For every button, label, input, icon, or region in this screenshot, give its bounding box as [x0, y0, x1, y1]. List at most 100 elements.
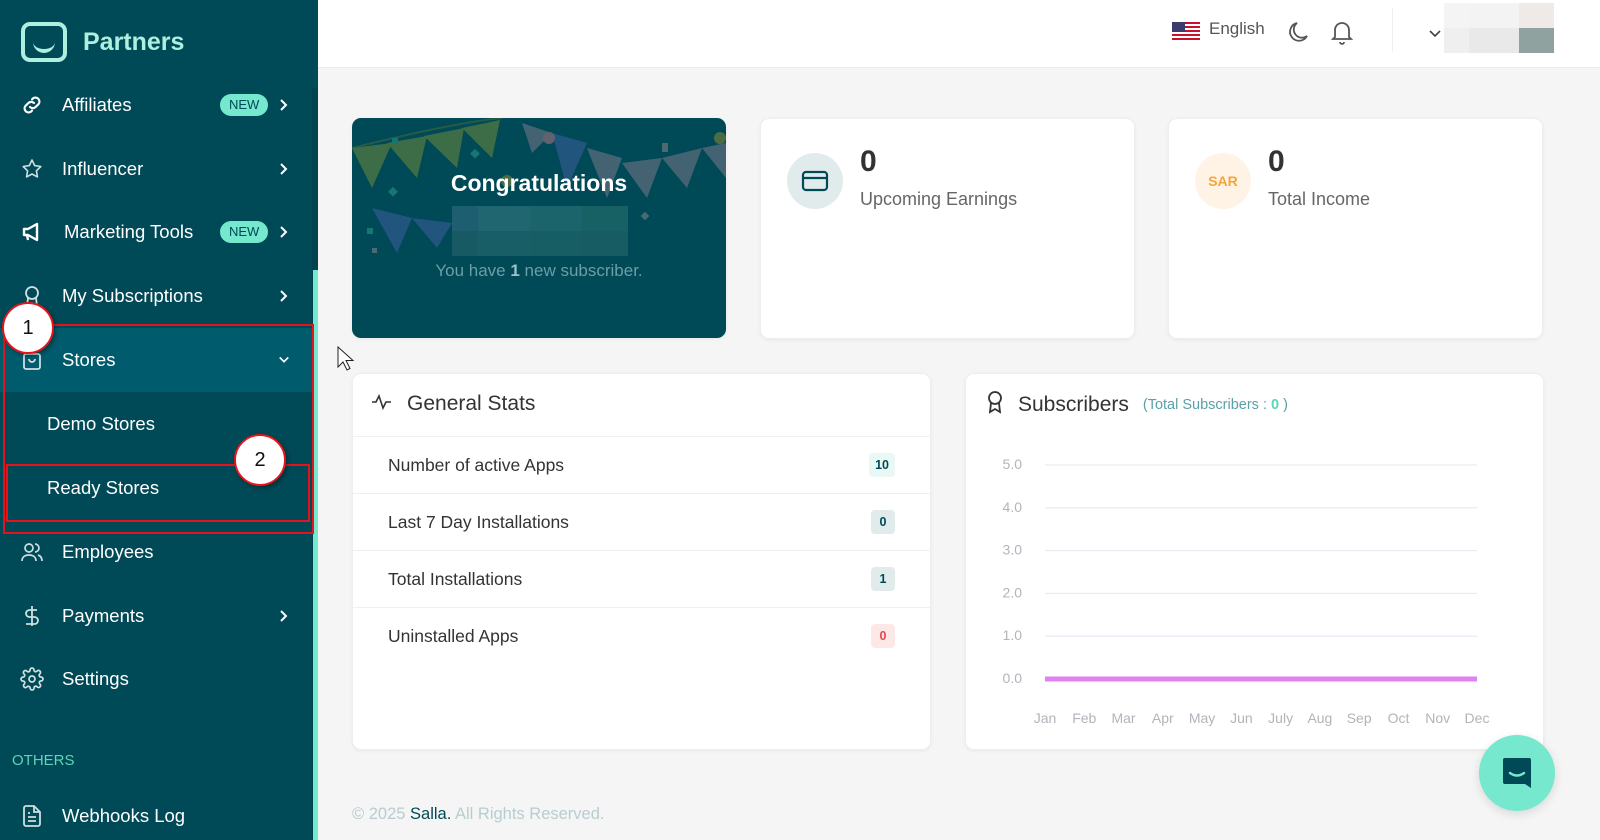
- new-badge: NEW: [220, 221, 269, 243]
- svg-text:1.0: 1.0: [1003, 627, 1023, 643]
- total-income-card: SAR 0 Total Income: [1168, 118, 1543, 339]
- total-income-value: 0: [1268, 145, 1285, 178]
- annotation-marker-2: 2: [234, 434, 286, 486]
- subscribers-title: Subscribers: [1018, 392, 1129, 416]
- star-icon: [20, 157, 44, 181]
- new-badge: NEW: [220, 94, 269, 116]
- megaphone-icon: [20, 220, 44, 244]
- svg-text:3.0: 3.0: [1003, 542, 1023, 558]
- congrats-subtitle: You have 1 new subscriber.: [435, 261, 643, 280]
- svg-text:2.0: 2.0: [1003, 584, 1023, 600]
- sidebar-item-employees[interactable]: Employees: [0, 520, 312, 584]
- sidebar-item-label: Stores: [62, 349, 116, 370]
- sidebar-item-label: Settings: [62, 668, 129, 689]
- svg-text:Jan: Jan: [1034, 710, 1057, 726]
- sidebar-item-label: Payments: [62, 605, 145, 626]
- sidebar-item-affiliates[interactable]: Affiliates NEW: [0, 73, 312, 137]
- dollar-icon: [20, 604, 44, 628]
- user-menu-chevron-down-icon[interactable]: [1428, 26, 1442, 44]
- activity-icon: [371, 390, 393, 417]
- svg-text:Sep: Sep: [1347, 710, 1372, 726]
- gear-icon: [20, 667, 44, 691]
- file-icon: [20, 804, 44, 828]
- congrats-title: Congratulations: [450, 170, 628, 196]
- logo[interactable]: Partners: [21, 22, 184, 62]
- sidebar: Partners Affiliates NEW Influencer Marke…: [0, 0, 318, 840]
- stat-value-badge: 10: [869, 453, 895, 477]
- svg-text:Dec: Dec: [1465, 710, 1490, 726]
- sidebar-item-settings[interactable]: Settings: [0, 647, 312, 711]
- annotation-box-2: [6, 464, 310, 522]
- stat-label: Uninstalled Apps: [388, 625, 519, 646]
- subscribers-line-chart: 0.0 1.0 2.0 3.0 4.0 5.0 Jan Feb Mar Apr May Jun July…: [1003, 456, 1490, 726]
- list-item: Number of active Apps 10: [353, 436, 930, 493]
- link-icon: [20, 93, 44, 117]
- general-stats-title: General Stats: [407, 391, 536, 415]
- sidebar-item-label: Influencer: [62, 158, 144, 179]
- sidebar-item-stores[interactable]: Stores: [0, 328, 312, 392]
- svg-text:Oct: Oct: [1388, 710, 1410, 726]
- sidebar-item-label: Ready Stores: [47, 477, 160, 498]
- sidebar-scrollbar-thumb[interactable]: [313, 270, 318, 840]
- sidebar-item-label: Webhooks Log: [62, 805, 186, 826]
- total-income-label: Total Income: [1268, 189, 1371, 209]
- language-selector[interactable]: English: [1172, 18, 1265, 40]
- svg-text:0.0: 0.0: [1003, 670, 1023, 686]
- svg-text:July: July: [1268, 710, 1293, 726]
- upcoming-earnings-card: 0 Upcoming Earnings: [760, 118, 1135, 339]
- svg-text:Apr: Apr: [1152, 710, 1174, 726]
- credit-card-icon: [787, 153, 843, 209]
- chat-support-button[interactable]: [1479, 735, 1555, 811]
- brand-name: Partners: [83, 27, 185, 56]
- salla-logo-icon: [21, 22, 67, 62]
- svg-text:4.0: 4.0: [1003, 499, 1023, 515]
- general-stats-card: General Stats Number of active Apps 10 L…: [352, 373, 931, 750]
- chevron-right-icon: [278, 226, 290, 238]
- moon-icon[interactable]: [1286, 18, 1312, 46]
- total-subscribers-label: (Total Subscribers : 0 ): [1142, 396, 1288, 413]
- sidebar-item-webhooks-log[interactable]: Webhooks Log: [0, 784, 312, 840]
- congratulations-card: Congratulations You have 1 new subscribe…: [352, 118, 726, 338]
- list-item: Uninstalled Apps 0: [353, 607, 930, 664]
- stat-label: Number of active Apps: [388, 454, 565, 475]
- upcoming-earnings-value: 0: [860, 145, 877, 178]
- annotation-box-1: [3, 324, 314, 534]
- list-item: Last 7 Day Installations 0: [353, 493, 930, 550]
- svg-text:Feb: Feb: [1072, 710, 1096, 726]
- sidebar-subitem-ready-stores[interactable]: Ready Stores: [0, 456, 312, 520]
- bell-icon[interactable]: [1329, 18, 1355, 46]
- mouse-cursor-icon: [337, 346, 355, 371]
- list-item: Total Installations 1: [353, 550, 930, 607]
- subscribers-card: Subscribers (Total Subscribers : 0 ) 0.0…: [965, 373, 1544, 750]
- chevron-right-icon: [278, 163, 290, 175]
- subscribers-header: Subscribers (Total Subscribers : 0 ): [986, 390, 1288, 419]
- stat-label: Last 7 Day Installations: [388, 511, 569, 532]
- sidebar-item-label: Affiliates: [62, 94, 132, 115]
- general-stats-header: General Stats: [371, 390, 535, 417]
- stat-value-badge: 0: [871, 624, 895, 648]
- topbar-divider: [1392, 8, 1393, 52]
- salla-link[interactable]: Salla.: [410, 805, 452, 823]
- svg-text:5.0: 5.0: [1003, 456, 1023, 472]
- svg-text:Aug: Aug: [1307, 710, 1332, 726]
- stat-label: Total Installations: [388, 568, 523, 589]
- chevron-right-icon: [278, 99, 290, 111]
- stat-value-badge: 0: [871, 510, 895, 534]
- footer: © 2025 Salla. All Rights Reserved.: [352, 805, 605, 823]
- sidebar-item-marketing-tools[interactable]: Marketing Tools NEW: [0, 200, 312, 264]
- sidebar-subitem-demo-stores[interactable]: Demo Stores: [0, 392, 312, 456]
- us-flag-icon: [1172, 22, 1200, 40]
- sidebar-item-payments[interactable]: Payments: [0, 584, 312, 648]
- shopping-bag-icon: [20, 348, 44, 372]
- redacted-name-block: [452, 206, 628, 256]
- avatar[interactable]: [1444, 3, 1554, 53]
- svg-text:May: May: [1189, 710, 1215, 726]
- chevron-right-icon: [278, 290, 290, 302]
- award-icon: [986, 390, 1004, 419]
- stat-value-badge: 1: [871, 567, 895, 591]
- bunting-decoration-icon: [352, 118, 726, 253]
- sidebar-item-influencer[interactable]: Influencer: [0, 137, 312, 201]
- annotation-marker-1: 1: [2, 302, 54, 354]
- sidebar-item-label: Marketing Tools: [64, 221, 194, 242]
- sidebar-item-label: My Subscriptions: [62, 285, 203, 306]
